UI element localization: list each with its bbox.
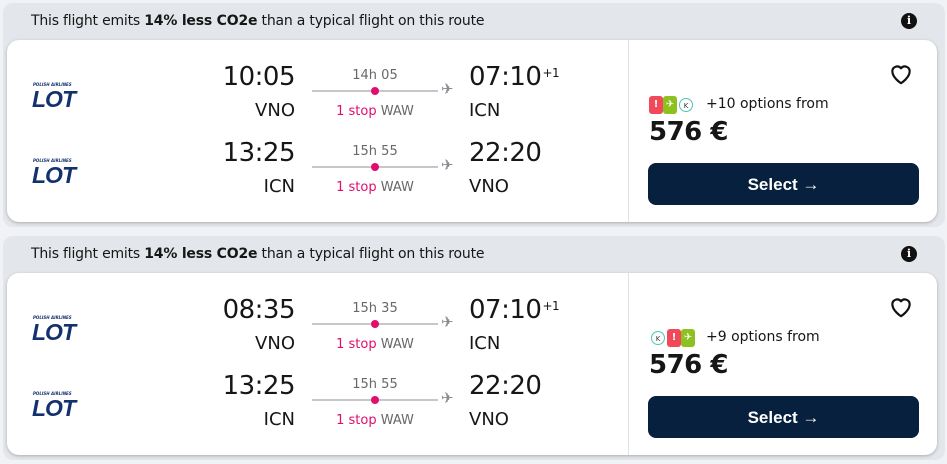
co2-highlight: 14% less CO2e <box>144 246 258 262</box>
flight-card[interactable]: POLISH AIRLINES LOT 10:05 VNO 14h 05 ✈ 1… <box>7 40 937 222</box>
day-offset: +1 <box>542 299 560 313</box>
flight-leg: POLISH AIRLINES LOT 13:25 ICN 15h 55 ✈ 1… <box>7 138 627 210</box>
airline-logo: POLISH AIRLINES LOT <box>32 391 92 421</box>
flight-leg: POLISH AIRLINES LOT 10:05 VNO 14h 05 ✈ 1… <box>7 62 627 134</box>
red-provider-icon: ! <box>667 329 681 347</box>
route-line <box>312 320 438 328</box>
stop-count: 1 stop <box>336 180 377 195</box>
airline-logo-subtitle: POLISH AIRLINES <box>33 158 72 163</box>
green-plane-provider-icon: ✈ <box>681 329 695 347</box>
select-button[interactable]: Select → <box>648 163 919 205</box>
stop-airport: WAW <box>380 180 414 195</box>
flight-leg: POLISH AIRLINES LOT 08:35 VNO 15h 35 ✈ 1… <box>7 295 627 367</box>
arrival-time-value: 07:10 <box>469 295 542 325</box>
airline-logo-text: LOT <box>32 86 76 112</box>
stops-info: 1 stop WAW <box>312 104 438 119</box>
stop-airport: WAW <box>380 413 414 428</box>
plane-icon: ✈ <box>441 313 454 331</box>
flight-leg: POLISH AIRLINES LOT 13:25 ICN 15h 55 ✈ 1… <box>7 371 627 443</box>
stop-airport: WAW <box>380 337 414 352</box>
flight-card[interactable]: POLISH AIRLINES LOT 08:35 VNO 15h 35 ✈ 1… <box>7 273 937 455</box>
departure-airport: VNO <box>255 100 295 121</box>
stop-count: 1 stop <box>336 104 377 119</box>
departure-time: 10:05 <box>222 62 296 92</box>
stops-info: 1 stop WAW <box>312 337 438 352</box>
arrival-time: 07:10+1 <box>469 62 560 92</box>
route-line <box>312 163 438 171</box>
co2-text-end: than a typical flight on this route <box>257 246 485 262</box>
flight-result: This flight emits 14% less CO2e than a t… <box>3 3 945 227</box>
departure-airport: VNO <box>255 333 295 354</box>
duration: 15h 55 <box>352 377 398 392</box>
stop-count: 1 stop <box>336 413 377 428</box>
arrival-airport: VNO <box>469 409 509 430</box>
stops-info: 1 stop WAW <box>312 180 438 195</box>
green-plane-provider-icon: ✈ <box>663 96 677 114</box>
airline-logo-subtitle: POLISH AIRLINES <box>33 82 72 87</box>
arrival-time-value: 22:20 <box>469 371 542 401</box>
co2-text-end: than a typical flight on this route <box>257 13 485 29</box>
co2-notice: This flight emits 14% less CO2e than a t… <box>31 13 484 29</box>
airline-logo-subtitle: POLISH AIRLINES <box>33 391 72 396</box>
departure-airport: ICN <box>263 176 295 197</box>
provider-icons: K! ✈ <box>649 329 695 347</box>
kiwi-k-provider-icon: K <box>651 331 665 345</box>
duration: 15h 55 <box>352 144 398 159</box>
arrival-airport: ICN <box>469 100 501 121</box>
airline-logo: POLISH AIRLINES LOT <box>32 315 92 345</box>
airline-logo: POLISH AIRLINES LOT <box>32 158 92 188</box>
arrival-airport: VNO <box>469 176 509 197</box>
stop-dot <box>371 396 379 404</box>
duration: 15h 35 <box>352 301 398 316</box>
arrival-time: 22:20 <box>469 371 542 401</box>
departure-time: 13:25 <box>222 138 296 168</box>
provider-icons: ! ✈ K <box>649 96 695 114</box>
price: 576 € <box>649 117 728 147</box>
price: 576 € <box>649 350 728 380</box>
kiwi-k-provider-icon: K <box>679 98 693 112</box>
divider <box>628 273 629 455</box>
heart-icon[interactable] <box>888 61 914 87</box>
duration: 14h 05 <box>352 68 398 83</box>
flight-result: This flight emits 14% less CO2e than a t… <box>3 236 945 460</box>
co2-highlight: 14% less CO2e <box>144 13 258 29</box>
info-icon[interactable]: i <box>901 13 917 29</box>
divider <box>628 40 629 222</box>
airline-logo: POLISH AIRLINES LOT <box>32 82 92 112</box>
co2-text: This flight emits <box>31 13 145 29</box>
route-line <box>312 87 438 95</box>
co2-text: This flight emits <box>31 246 145 262</box>
day-offset: +1 <box>542 66 560 80</box>
arrival-time: 07:10+1 <box>469 295 560 325</box>
stop-dot <box>371 163 379 171</box>
airline-logo-text: LOT <box>32 395 76 421</box>
departure-time: 13:25 <box>222 371 296 401</box>
heart-icon[interactable] <box>888 294 914 320</box>
arrival-time: 22:20 <box>469 138 542 168</box>
stop-dot <box>371 320 379 328</box>
plane-icon: ✈ <box>441 156 454 174</box>
airline-logo-text: LOT <box>32 162 76 188</box>
options-text: +9 options from <box>706 329 820 345</box>
plane-icon: ✈ <box>441 389 454 407</box>
airline-logo-subtitle: POLISH AIRLINES <box>33 315 72 320</box>
route-line <box>312 396 438 404</box>
stop-dot <box>371 87 379 95</box>
stop-airport: WAW <box>380 104 414 119</box>
co2-notice: This flight emits 14% less CO2e than a t… <box>31 246 484 262</box>
arrival-time-value: 22:20 <box>469 138 542 168</box>
stops-info: 1 stop WAW <box>312 413 438 428</box>
departure-airport: ICN <box>263 409 295 430</box>
options-text: +10 options from <box>706 96 829 112</box>
stop-count: 1 stop <box>336 337 377 352</box>
info-icon[interactable]: i <box>901 246 917 262</box>
plane-icon: ✈ <box>441 80 454 98</box>
arrival-time-value: 07:10 <box>469 62 542 92</box>
select-button[interactable]: Select → <box>648 396 919 438</box>
departure-time: 08:35 <box>222 295 296 325</box>
airline-logo-text: LOT <box>32 319 76 345</box>
arrival-airport: ICN <box>469 333 501 354</box>
red-provider-icon: ! <box>649 96 663 114</box>
